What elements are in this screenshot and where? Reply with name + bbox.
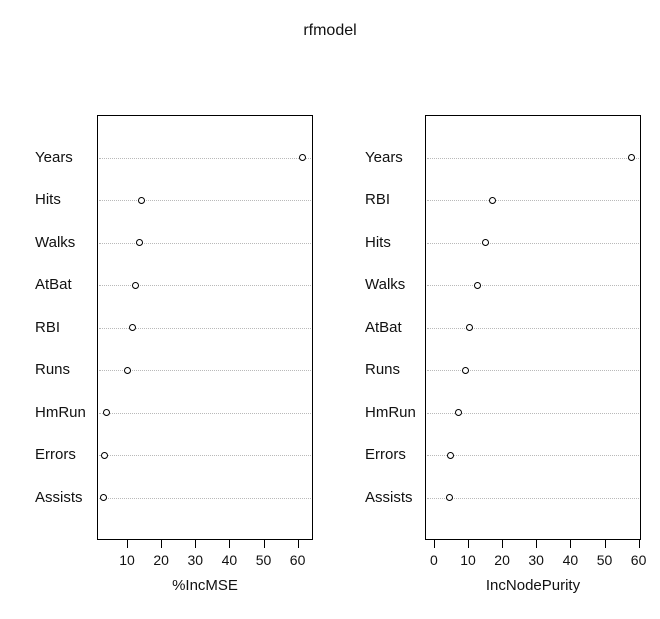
x-tick — [468, 540, 469, 548]
gridline — [99, 412, 311, 414]
category-label: Walks — [35, 233, 76, 251]
x-tick — [161, 540, 163, 548]
gridline — [427, 285, 639, 286]
category-label: Errors — [365, 446, 406, 463]
category-label: Years — [365, 148, 403, 166]
data-point — [136, 239, 144, 246]
x-tick — [297, 540, 299, 548]
x-tick-label: 20 — [494, 552, 510, 568]
gridline — [427, 200, 639, 201]
gridline — [99, 242, 311, 244]
gridline — [427, 370, 639, 371]
category-label: Hits — [365, 233, 391, 251]
plot-box — [97, 115, 313, 540]
x-tick-label: 60 — [289, 552, 306, 568]
gridline — [99, 370, 311, 371]
category-label: Assists — [365, 488, 413, 506]
data-point — [101, 451, 108, 459]
category-label: Walks — [365, 276, 406, 293]
x-tick-label: 40 — [221, 552, 238, 568]
gridline — [427, 157, 639, 159]
category-label: Assists — [35, 488, 83, 506]
category-label: AtBat — [365, 318, 402, 336]
x-tick-label: 50 — [596, 552, 613, 568]
data-point — [465, 324, 473, 331]
data-point — [103, 409, 111, 416]
x-tick — [536, 540, 538, 548]
data-point — [628, 154, 636, 161]
data-point — [445, 494, 453, 501]
x-tick-label: 0 — [429, 552, 438, 568]
data-point — [462, 366, 470, 374]
gridline — [427, 327, 639, 329]
category-label: Errors — [35, 446, 76, 463]
data-point — [138, 196, 146, 204]
data-point — [128, 324, 136, 331]
gridline — [427, 497, 639, 499]
x-axis-label: %IncMSE — [172, 577, 238, 594]
x-tick-label: 50 — [255, 552, 272, 568]
x-tick-label: 40 — [562, 552, 579, 568]
data-point — [132, 281, 140, 289]
x-tick — [570, 540, 572, 548]
plot-box — [425, 115, 641, 540]
data-point — [123, 366, 131, 374]
x-tick — [127, 540, 128, 548]
gridline — [99, 327, 311, 329]
data-point — [489, 196, 497, 204]
data-point — [299, 154, 307, 161]
x-tick — [433, 540, 435, 548]
x-tick-label: 10 — [119, 552, 135, 568]
gridline — [427, 455, 639, 456]
x-tick-label: 10 — [460, 552, 476, 568]
data-point — [100, 494, 107, 501]
category-label: AtBat — [35, 276, 72, 293]
data-point — [447, 451, 455, 459]
x-axis-label: IncNodePurity — [485, 577, 581, 594]
x-tick — [229, 540, 231, 548]
category-label: Runs — [35, 361, 71, 378]
chart-title: rfmodel — [303, 22, 357, 39]
category-label: RBI — [365, 191, 391, 208]
category-label: HmRun — [365, 403, 416, 421]
x-tick — [638, 540, 640, 548]
gridline — [427, 242, 639, 244]
x-tick — [604, 540, 606, 548]
category-label: RBI — [35, 318, 61, 336]
gridline — [99, 285, 311, 286]
gridline — [99, 497, 311, 499]
x-tick — [195, 540, 197, 548]
x-tick-label: 20 — [153, 552, 169, 568]
data-point — [454, 409, 462, 416]
gridline — [99, 200, 311, 201]
data-point — [481, 239, 489, 246]
x-tick-label: 30 — [528, 552, 544, 568]
category-label: Years — [35, 148, 73, 166]
x-tick-label: 60 — [630, 552, 647, 568]
data-point — [474, 281, 481, 289]
gridline — [99, 157, 311, 159]
gridline — [427, 412, 639, 414]
category-label: Runs — [365, 361, 401, 378]
x-tick — [263, 540, 265, 548]
gridline — [99, 455, 311, 456]
x-tick-label: 30 — [187, 552, 204, 568]
category-label: Hits — [35, 191, 61, 208]
category-label: HmRun — [35, 403, 86, 421]
x-tick — [502, 540, 504, 548]
